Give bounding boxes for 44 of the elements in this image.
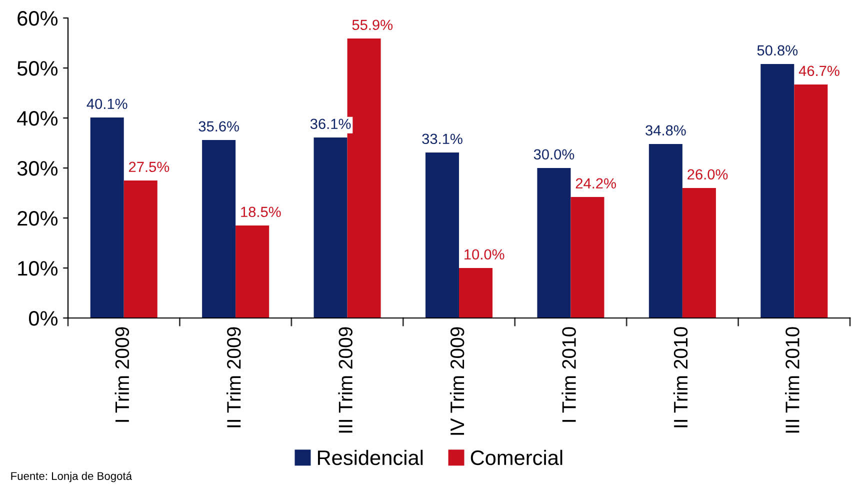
bar: [459, 268, 493, 318]
bar: [682, 188, 716, 318]
y-tick-label: 0%: [28, 311, 58, 326]
bar: [760, 64, 794, 318]
x-tick-label: I Trim 2010: [562, 327, 576, 422]
y-tick-label: 50%: [17, 61, 58, 76]
bar: [314, 138, 348, 318]
legend-label: Residencial: [318, 450, 423, 466]
data-label: 35.6%: [198, 121, 239, 132]
data-label: 18.5%: [241, 206, 281, 218]
bar: [648, 144, 682, 318]
bar: [425, 152, 459, 318]
legend-label: Comercial: [470, 450, 562, 466]
x-tick-label: IV Trim 2009: [450, 327, 464, 435]
data-label: 30.0%: [534, 149, 574, 160]
data-label: 33.1%: [422, 134, 462, 144]
x-tick-label: II Trim 2010: [673, 327, 688, 428]
source-note: Fuente: Lonja de Bogotá: [11, 472, 132, 482]
bar: [794, 84, 828, 318]
y-tick-label: 30%: [17, 161, 58, 176]
data-label: 34.8%: [646, 125, 686, 136]
x-tick-label: III Trim 2009: [338, 327, 353, 433]
y-tick-label: 20%: [18, 211, 58, 226]
data-label: 24.2%: [576, 178, 616, 189]
y-tick-label: 10%: [18, 261, 58, 276]
x-tick-label: III Trim 2010: [785, 327, 800, 433]
bar: [90, 118, 124, 318]
data-label: 27.5%: [129, 162, 170, 172]
x-tick-label: II Trim 2009: [226, 327, 241, 428]
x-tick-label: I Trim 2009: [114, 327, 130, 422]
bar: [202, 140, 236, 318]
data-label: 26.0%: [688, 169, 728, 180]
y-tick-label: 60%: [18, 11, 58, 26]
data-label: 40.1%: [86, 98, 128, 110]
bar: [537, 168, 571, 318]
bar: [124, 180, 158, 318]
bar: [570, 197, 604, 318]
data-label: 10.0%: [464, 249, 504, 260]
data-label: 50.8%: [757, 45, 798, 56]
bar: [236, 226, 270, 318]
data-label: 46.7%: [798, 66, 840, 76]
data-label: 36.1%: [310, 118, 351, 130]
y-tick-label: 40%: [17, 111, 58, 126]
data-label: 55.9%: [352, 20, 393, 30]
